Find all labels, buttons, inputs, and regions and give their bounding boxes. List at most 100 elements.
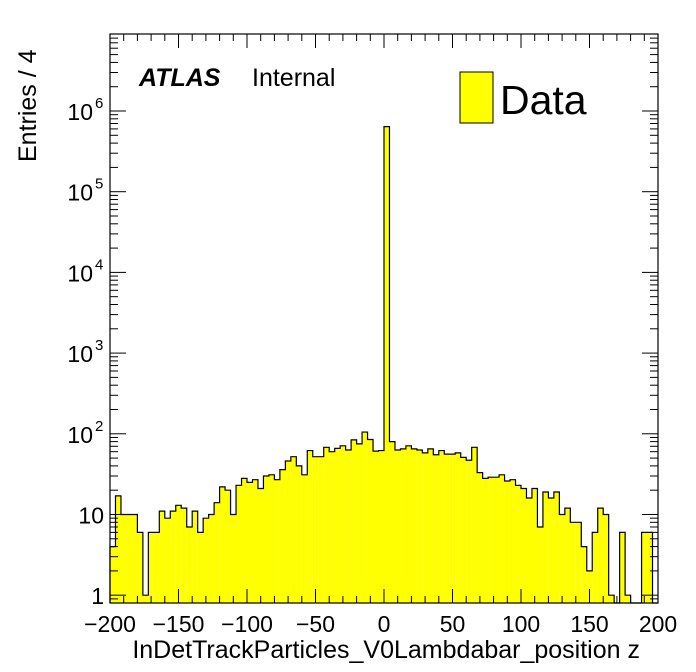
histogram-bin — [219, 486, 226, 603]
histogram-bin — [274, 479, 280, 603]
histogram-bin — [499, 474, 505, 603]
histogram-bin — [137, 532, 143, 603]
histogram-bin — [345, 449, 352, 603]
histogram-bin — [214, 502, 220, 603]
histogram-bin — [477, 472, 483, 603]
histogram-bin — [208, 514, 215, 603]
histogram-bin — [329, 451, 335, 603]
y-tick-exponent: 3 — [95, 337, 103, 354]
y-tick-label: 10 — [67, 422, 93, 448]
x-tick-label: 200 — [639, 611, 677, 637]
histogram-bin — [236, 485, 242, 603]
histogram-bin — [197, 532, 204, 603]
histogram-bin — [575, 522, 582, 603]
histogram-bin — [362, 432, 368, 603]
histogram-bin — [455, 452, 461, 603]
histogram-bin — [460, 457, 467, 603]
histogram-bin — [559, 514, 565, 603]
histogram-bin — [548, 498, 554, 603]
histogram-bin — [521, 488, 527, 603]
histogram-bin — [411, 448, 417, 603]
histogram-bin — [170, 511, 176, 603]
internal-label: Internal — [252, 64, 335, 92]
histogram-bin — [433, 454, 439, 603]
histogram-bin — [301, 474, 308, 603]
histogram-bin — [367, 439, 374, 603]
histogram-bin — [225, 490, 231, 603]
histogram-bin — [471, 447, 478, 603]
histogram-bin — [279, 469, 286, 603]
histogram-bin — [449, 454, 456, 603]
x-tick-label: −200 — [84, 611, 136, 637]
histogram-bin — [175, 505, 182, 603]
y-tick-exponent: 4 — [95, 256, 103, 273]
y-tick-label: 1 — [91, 583, 104, 609]
histogram-bin — [307, 450, 313, 603]
y-tick-label: 10 — [67, 341, 93, 367]
histogram-bin — [247, 482, 253, 603]
histogram-bin — [318, 456, 324, 603]
histogram-bin — [241, 478, 247, 603]
legend-entry: Data — [500, 77, 587, 123]
histogram-bin — [422, 452, 428, 603]
histogram-bin — [592, 532, 598, 603]
histogram-bin — [312, 456, 319, 603]
histogram-bin — [444, 454, 450, 603]
x-tick-label: −150 — [153, 611, 205, 637]
histogram-bin — [564, 508, 571, 603]
histogram-bin — [203, 518, 209, 603]
histogram-bin — [110, 546, 116, 603]
y-tick-label: 10 — [67, 180, 93, 206]
histogram-bin — [164, 518, 171, 603]
histogram-bin — [427, 448, 434, 603]
histogram-bin — [537, 526, 543, 603]
histogram-bin — [603, 514, 609, 603]
histogram-bin — [466, 460, 472, 603]
histogram-bin — [340, 445, 346, 603]
histogram-bin — [351, 439, 357, 603]
histogram-bin — [531, 488, 538, 603]
histogram-bin — [542, 491, 549, 603]
histogram-bin — [394, 449, 401, 603]
histogram-bin — [515, 485, 521, 603]
histogram-bin — [416, 449, 423, 603]
atlas-label: ATLAS — [138, 64, 221, 92]
histogram-bin — [159, 511, 165, 603]
histogram-bin — [378, 450, 384, 603]
x-axis-label: InDetTrackParticles_V0Lambdabar_position… — [132, 636, 640, 664]
y-tick-label: 10 — [67, 99, 93, 125]
histogram-bin — [647, 532, 653, 603]
histogram-bin — [323, 447, 330, 603]
histogram-bin — [625, 595, 631, 603]
histogram-bin — [438, 450, 445, 603]
histogram-bin — [181, 508, 187, 603]
y-tick-label: 10 — [67, 260, 93, 286]
histogram-bin — [268, 474, 275, 603]
histogram-bin — [115, 495, 121, 603]
y-tick-exponent: 2 — [95, 418, 103, 435]
histogram-bin — [597, 508, 604, 603]
histogram-bin — [586, 570, 593, 603]
histogram-bin — [493, 477, 500, 603]
histogram-bin — [581, 546, 587, 603]
histogram-bin — [186, 526, 193, 603]
histogram-bin — [356, 443, 363, 603]
histogram-bin — [488, 477, 494, 603]
histogram-bin — [126, 514, 132, 603]
histogram-bin — [192, 511, 198, 603]
histogram-bin — [619, 532, 626, 603]
histogram-layer — [109, 126, 658, 604]
y-axis-label: Entries / 4 — [14, 49, 42, 162]
histogram-bin — [252, 479, 258, 603]
histogram-bin — [148, 532, 154, 603]
histogram-bin — [504, 480, 511, 603]
x-axis: −200 −150 −100 −50 0 50 100 150 200 — [84, 34, 677, 637]
histogram-bin — [373, 451, 379, 603]
x-tick-label: −50 — [296, 611, 335, 637]
y-tick-exponent: 5 — [95, 176, 103, 193]
x-tick-label: 100 — [502, 611, 540, 637]
y-tick-label: 10 — [78, 502, 104, 528]
histogram-bin — [553, 491, 560, 603]
histogram-bin — [400, 448, 406, 603]
